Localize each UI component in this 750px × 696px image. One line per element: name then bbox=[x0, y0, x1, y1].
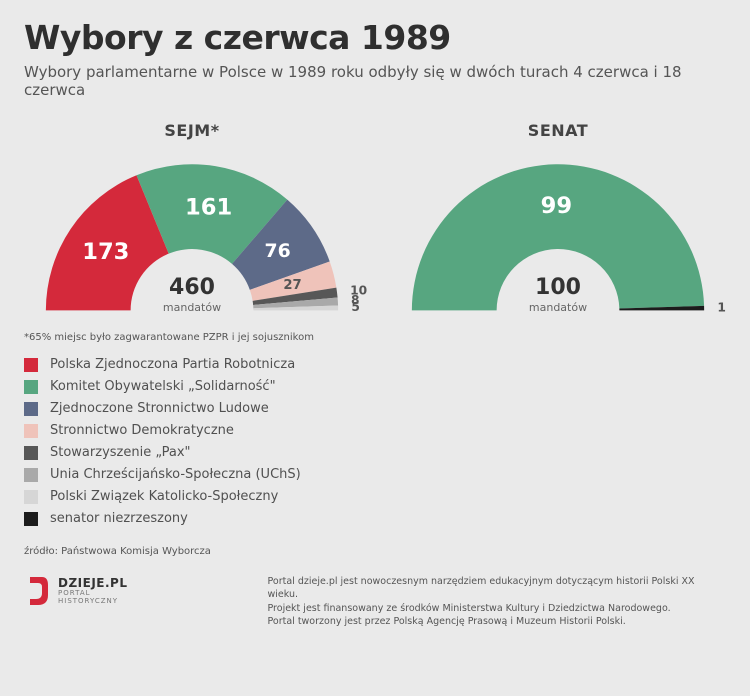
legend-row: Komitet Obywatelski „Solidarność" bbox=[24, 379, 726, 394]
footer-text: Portal dzieje.pl jest nowoczesnym narzęd… bbox=[268, 575, 727, 628]
page-subtitle: Wybory parlamentarne w Polsce w 1989 rok… bbox=[24, 63, 726, 99]
footer-line: Projekt jest finansowany ze środków Mini… bbox=[268, 602, 727, 615]
legend-label: Zjednoczone Stronnictwo Ludowe bbox=[50, 401, 269, 416]
sejm-title: SEJM* bbox=[24, 121, 360, 140]
legend-row: Stronnictwo Demokratyczne bbox=[24, 423, 726, 438]
legend-swatch bbox=[24, 380, 38, 394]
logo-sub2: HISTORYCZNY bbox=[58, 597, 118, 605]
legend-swatch bbox=[24, 402, 38, 416]
footer-line: Portal dzieje.pl jest nowoczesnym narzęd… bbox=[268, 575, 727, 602]
sejm-chart: SEJM* 17316176271085 460 mandatów bbox=[24, 121, 360, 320]
legend-swatch bbox=[24, 512, 38, 526]
page-title: Wybory z czerwca 1989 bbox=[24, 18, 726, 57]
slice-label: 173 bbox=[82, 239, 129, 265]
legend: Polska Zjednoczona Partia Robotnicza Komi… bbox=[24, 357, 726, 526]
legend-row: Polska Zjednoczona Partia Robotnicza bbox=[24, 357, 726, 372]
legend-row: Unia Chrześcijańsko-Społeczna (UChS) bbox=[24, 467, 726, 482]
sejm-footnote: *65% miejsc było zagwarantowane PZPR i j… bbox=[24, 332, 726, 343]
sejm-unit: mandatów bbox=[163, 301, 221, 314]
senat-chart: SENAT 99 1 100 mandatów bbox=[390, 121, 726, 320]
legend-swatch bbox=[24, 446, 38, 460]
slice-label: 76 bbox=[264, 241, 290, 262]
legend-label: Polski Związek Katolicko-Społeczny bbox=[50, 489, 278, 504]
senat-total: 100 bbox=[529, 277, 587, 299]
logo: DZIEJE.PL PORTAL HISTORYCZNY bbox=[24, 575, 128, 607]
sejm-total: 460 bbox=[163, 277, 221, 299]
logo-icon bbox=[24, 575, 50, 607]
legend-swatch bbox=[24, 468, 38, 482]
legend-row: Polski Związek Katolicko-Społeczny bbox=[24, 489, 726, 504]
legend-label: Stronnictwo Demokratyczne bbox=[50, 423, 234, 438]
senat-unit: mandatów bbox=[529, 301, 587, 314]
legend-swatch bbox=[24, 490, 38, 504]
legend-label: Stowarzyszenie „Pax" bbox=[50, 445, 191, 460]
footer-line: Portal tworzony jest przez Polską Agencj… bbox=[268, 615, 727, 628]
legend-row: Zjednoczone Stronnictwo Ludowe bbox=[24, 401, 726, 416]
source-text: źródło: Państwowa Komisja Wyborcza bbox=[24, 546, 726, 557]
legend-swatch bbox=[24, 424, 38, 438]
slice-label: 1 bbox=[717, 300, 726, 314]
legend-label: Polska Zjednoczona Partia Robotnicza bbox=[50, 357, 295, 372]
senat-title: SENAT bbox=[390, 121, 726, 140]
legend-swatch bbox=[24, 358, 38, 372]
legend-row: senator niezrzeszony bbox=[24, 511, 726, 526]
slice-label: 99 bbox=[541, 193, 572, 219]
legend-label: Komitet Obywatelski „Solidarność" bbox=[50, 379, 276, 394]
slice-label: 161 bbox=[185, 195, 232, 221]
legend-row: Stowarzyszenie „Pax" bbox=[24, 445, 726, 460]
slice-label: 27 bbox=[283, 278, 301, 293]
slice-label: 5 bbox=[351, 300, 360, 314]
legend-label: senator niezrzeszony bbox=[50, 511, 188, 526]
legend-label: Unia Chrześcijańsko-Społeczna (UChS) bbox=[50, 467, 301, 482]
